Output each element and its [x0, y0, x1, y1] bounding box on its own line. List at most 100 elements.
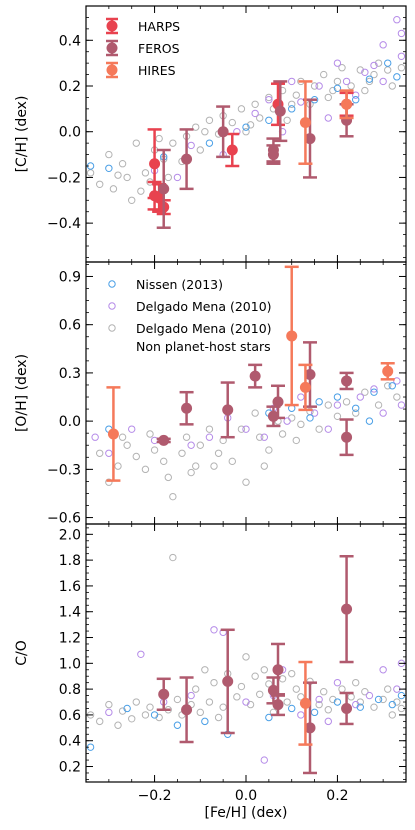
bg-point-delgado-mena-2010-non-planet-host-stars [196, 708, 204, 717]
bg-point-delgado-mena-2010-non-planet-host-stars [356, 66, 364, 74]
feros-point [217, 126, 229, 138]
feros-point [181, 153, 193, 165]
bg-point-delgado-mena-2010-non-planet-host-stars [393, 393, 401, 401]
legend-label: Delgado Mena (2010) [136, 321, 272, 336]
bg-point-nissen-2013 [370, 388, 378, 396]
bg-point-delgado-mena-2010-non-planet-host-stars [214, 713, 223, 722]
y-tick-label: −0.2 [47, 170, 81, 186]
bg-point-delgado-mena-2010 [242, 425, 250, 433]
bg-point-delgado-mena-2010-non-planet-host-stars [228, 457, 236, 466]
bg-point-delgado-mena-2010-non-planet-host-stars [132, 139, 140, 147]
bg-point-delgado-mena-2010-non-planet-host-stars [132, 452, 140, 461]
feros-point [272, 699, 284, 711]
bg-point-delgado-mena-2010 [297, 393, 305, 401]
y-tick-label: 0.9 [59, 269, 81, 285]
bg-point-delgado-mena-2010 [187, 691, 195, 700]
y-tick-label: −0.6 [47, 511, 81, 527]
bg-point-delgado-mena-2010-non-planet-host-stars [278, 430, 287, 438]
bg-point-nissen-2013 [173, 721, 182, 729]
y-tick-label: 0.3 [59, 366, 81, 382]
bg-point-delgado-mena-2010-non-planet-host-stars [370, 70, 378, 79]
panel-2: −0.6 −0.3 0.0 0.3 0.6 0.9 [O/H] (dex) Nissen (2… [14, 261, 407, 527]
bg-point-delgado-mena-2010 [379, 77, 387, 86]
bg-point-delgado-mena-2010-non-planet-host-stars [141, 169, 150, 177]
bg-point-delgado-mena-2010 [260, 756, 268, 764]
bg-point-delgado-mena-2010 [397, 29, 406, 38]
bg-point-delgado-mena-2010-non-planet-host-stars [361, 86, 369, 95]
bg-point-delgado-mena-2010 [150, 436, 159, 445]
bg-point-delgado-mena-2010-non-planet-host-stars [288, 100, 296, 108]
bg-point-delgado-mena-2010-non-planet-host-stars [361, 388, 369, 396]
feros-point [272, 396, 284, 408]
bg-point-delgado-mena-2010-non-planet-host-stars [182, 433, 191, 441]
bg-point-delgado-mena-2010 [315, 695, 323, 704]
bg-point-delgado-mena-2010-non-planet-host-stars [374, 59, 383, 67]
bg-point-delgado-mena-2010-non-planet-host-stars [123, 173, 131, 182]
bg-point-nissen-2013 [306, 414, 314, 422]
bg-point-delgado-mena-2010 [315, 82, 323, 90]
bg-point-delgado-mena-2010-non-planet-host-stars [196, 146, 204, 154]
bg-point-delgado-mena-2010-non-planet-host-stars [114, 721, 122, 729]
bg-point-delgado-mena-2010 [333, 678, 342, 687]
bg-point-nissen-2013 [393, 73, 401, 81]
bg-point-delgado-mena-2010 [283, 417, 291, 425]
y-tick-label: −0.3 [47, 462, 81, 478]
bg-point-delgado-mena-2010 [265, 96, 273, 104]
feros-point [304, 369, 316, 381]
bg-point-delgado-mena-2010 [173, 173, 182, 182]
bg-point-delgado-mena-2010-non-planet-host-stars [237, 425, 246, 433]
bg-point-delgado-mena-2010-non-planet-host-stars [256, 114, 264, 122]
bg-point-delgado-mena-2010-non-planet-host-stars [283, 116, 291, 124]
bg-point-delgado-mena-2010-non-planet-host-stars [155, 134, 163, 143]
bg-point-nissen-2013 [374, 695, 383, 704]
feros-point [158, 688, 170, 700]
bg-point-delgado-mena-2010-non-planet-host-stars [379, 695, 387, 704]
y-tick-label: 1.4 [59, 605, 81, 621]
bg-point-delgado-mena-2010-non-planet-host-stars [164, 173, 172, 182]
feros-point [274, 105, 286, 117]
feros-point [341, 603, 353, 615]
legend-marker [106, 20, 118, 32]
bg-point-delgado-mena-2010 [210, 626, 218, 634]
bg-point-delgado-mena-2010-non-planet-host-stars [146, 430, 154, 438]
bg-point-delgado-mena-2010 [128, 425, 136, 433]
x-tick-label: 0.0 [235, 788, 257, 804]
bg-point-delgado-mena-2010-non-planet-host-stars [96, 717, 104, 726]
bg-point-delgado-mena-2010-non-planet-host-stars [256, 690, 264, 698]
bg-point-delgado-mena-2010-non-planet-host-stars [265, 93, 273, 102]
bg-point-delgado-mena-2010-non-planet-host-stars [246, 121, 255, 129]
y-tick-label: 0.0 [59, 125, 81, 141]
bg-point-delgado-mena-2010-non-planet-host-stars [251, 672, 259, 680]
bg-point-delgado-mena-2010-non-planet-host-stars [105, 478, 113, 486]
bg-point-delgado-mena-2010-non-planet-host-stars [178, 449, 186, 457]
bg-point-delgado-mena-2010-non-planet-host-stars [297, 420, 305, 429]
bg-point-delgado-mena-2010-non-planet-host-stars [352, 678, 360, 687]
bg-point-delgado-mena-2010-non-planet-host-stars [242, 653, 250, 661]
legend-marker [108, 302, 116, 310]
bg-point-delgado-mena-2010 [393, 16, 401, 24]
hires-point [299, 697, 311, 709]
bg-point-delgado-mena-2010 [260, 433, 268, 441]
panel-frame [85, 523, 407, 783]
y-tick-label: 0.6 [59, 708, 81, 724]
bg-point-delgado-mena-2010 [205, 433, 214, 441]
bg-point-delgado-mena-2010 [324, 717, 332, 726]
bg-point-delgado-mena-2010-non-planet-host-stars [324, 93, 332, 102]
bg-point-delgado-mena-2010-non-planet-host-stars [210, 462, 218, 470]
feros-point [158, 434, 170, 446]
bg-point-delgado-mena-2010 [324, 114, 332, 122]
bg-point-delgado-mena-2010-non-planet-host-stars [320, 70, 328, 79]
y-axis-label: C/O [14, 640, 30, 666]
bg-point-delgado-mena-2010-non-planet-host-stars [320, 688, 328, 696]
bg-point-delgado-mena-2010-non-planet-host-stars [333, 77, 342, 86]
bg-point-delgado-mena-2010-non-planet-host-stars [160, 457, 168, 466]
bg-point-delgado-mena-2010-non-planet-host-stars [219, 703, 227, 711]
y-tick-label: 0.6 [59, 318, 81, 334]
y-tick-label: 0.0 [59, 414, 81, 430]
bg-point-delgado-mena-2010-non-planet-host-stars [384, 66, 392, 74]
bg-point-delgado-mena-2010-non-planet-host-stars [347, 693, 355, 701]
bg-point-delgado-mena-2010 [379, 41, 387, 49]
bg-point-delgado-mena-2010-non-planet-host-stars [242, 478, 250, 486]
bg-point-delgado-mena-2010-non-planet-host-stars [123, 441, 131, 449]
